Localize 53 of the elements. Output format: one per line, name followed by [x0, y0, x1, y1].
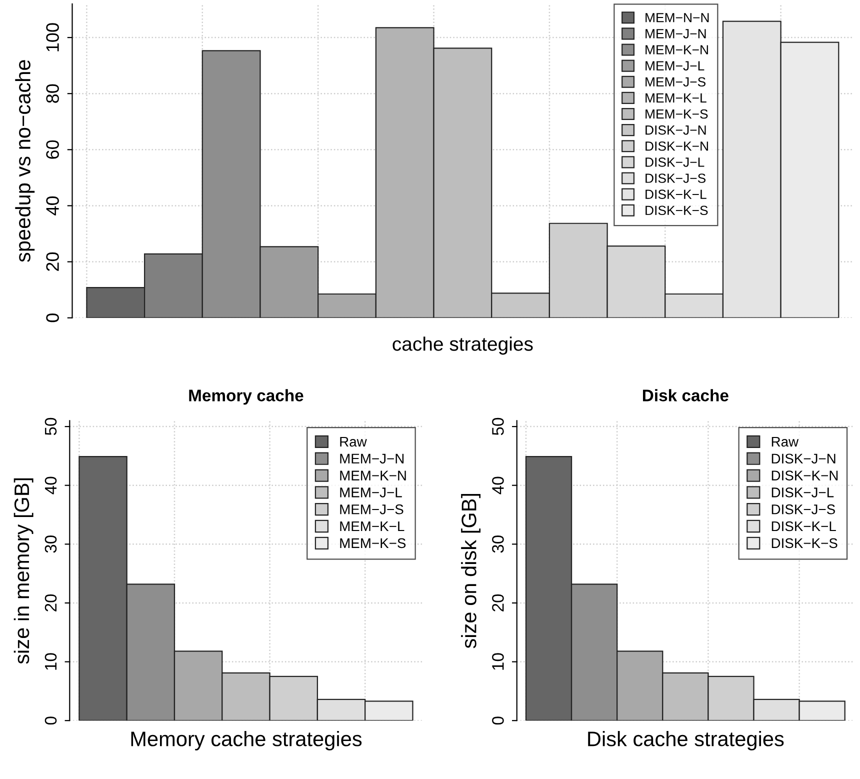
- legend-label: MEM−N−N: [646, 13, 709, 22]
- legend-label: DISK−K−S: [772, 538, 838, 548]
- legend-label: MEM−J−S: [646, 77, 706, 87]
- legend-label: DISK−J−N: [772, 454, 836, 464]
- legend-label: DISK−K−S: [646, 206, 708, 216]
- y-axis-title: size on disk [GB]: [461, 494, 480, 648]
- chart-title: Memory cache: [189, 389, 304, 405]
- legend-label: DISK−J−S: [772, 504, 835, 514]
- x-axis-title: Disk cache strategies: [588, 730, 784, 750]
- y-tick-label: 0: [492, 716, 504, 725]
- y-tick-label: 30: [44, 536, 57, 553]
- y-tick-label: 0: [46, 314, 59, 322]
- legend-label: Raw: [772, 436, 799, 447]
- legend-label: MEM−J−L: [646, 61, 704, 70]
- legend-label: DISK−J−S: [646, 174, 706, 183]
- legend-label: MEM−J−L: [340, 488, 402, 498]
- y-axis-title: speedup vs no−cache: [15, 60, 35, 262]
- legend-label: MEM−J−N: [646, 29, 706, 38]
- legend-label: DISK−J−L: [772, 488, 834, 498]
- y-tick-label: 20: [44, 594, 57, 612]
- y-tick-label: 10: [44, 653, 57, 670]
- legend-label: Raw: [340, 436, 367, 447]
- x-axis-title: Memory cache strategies: [131, 730, 362, 750]
- x-axis-title: cache strategies: [392, 336, 533, 355]
- legend-label: MEM−K−L: [646, 93, 706, 102]
- legend-label: MEM−K−S: [340, 538, 406, 548]
- y-tick-label: 40: [492, 476, 504, 494]
- y-tick-label: 20: [492, 594, 504, 612]
- legend-label: DISK−K−L: [772, 521, 836, 532]
- y-tick-label: 0: [44, 716, 57, 725]
- y-tick-label: 100: [46, 23, 59, 52]
- y-tick-label: 50: [492, 418, 504, 436]
- legend-label: MEM−K−S: [646, 109, 708, 119]
- legend-label: MEM−J−N: [340, 454, 404, 464]
- y-axis-title: size in memory [GB]: [14, 478, 34, 664]
- legend-label: MEM−K−L: [340, 521, 404, 532]
- legend-label: DISK−J−L: [646, 158, 704, 167]
- legend-label: DISK−K−N: [646, 141, 708, 151]
- y-tick-label: 40: [44, 476, 57, 494]
- legend-label: MEM−K−N: [646, 45, 708, 54]
- y-tick-label: 10: [492, 653, 504, 670]
- y-tick-label: 20: [46, 252, 59, 271]
- legend-label: DISK−J−N: [646, 125, 706, 135]
- y-tick-label: 80: [46, 84, 59, 103]
- legend-label: DISK−K−L: [646, 190, 706, 199]
- y-tick-label: 30: [492, 536, 504, 553]
- chart-title: Disk cache: [642, 389, 728, 402]
- legend-label: MEM−J−S: [340, 504, 404, 514]
- legend-label: MEM−K−N: [340, 470, 406, 480]
- y-tick-label: 40: [46, 196, 59, 216]
- y-tick-label: 60: [46, 140, 59, 159]
- y-tick-label: 50: [44, 418, 57, 436]
- legend-label: DISK−K−N: [772, 470, 838, 480]
